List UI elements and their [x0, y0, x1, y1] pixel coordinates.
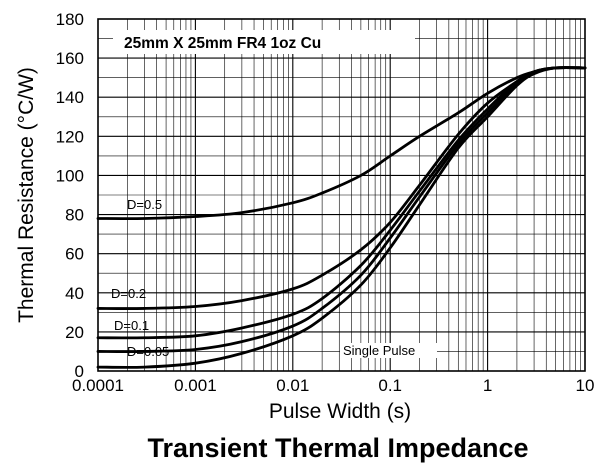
series-label-4: D=0.05 [127, 344, 169, 359]
annotation-background [113, 30, 415, 54]
y-axis-title: Thermal Resistance (°C/W) [15, 67, 38, 323]
annotation-text: 25mm X 25mm FR4 1oz Cu [124, 35, 321, 52]
y-tick-label: 20 [65, 323, 84, 342]
y-tick-label: 0 [75, 362, 84, 381]
x-tick-label: 0.001 [174, 376, 217, 395]
series-line-5 [96, 66, 587, 369]
x-tick-label: 1 [483, 376, 492, 395]
x-tick-label: 0.0001 [72, 376, 124, 395]
x-tick-label: 0.01 [276, 376, 309, 395]
y-tick-label: 40 [65, 284, 84, 303]
x-axis-ticks: 0.0001 0.001 0.01 0.1 1 10 [72, 376, 594, 395]
series-label-2: D=0.2 [111, 286, 146, 301]
minor-grid [98, 19, 585, 371]
y-tick-label: 120 [56, 127, 84, 146]
y-tick-label: 100 [56, 166, 84, 185]
y-tick-label: 160 [56, 49, 84, 68]
chart-title: Transient Thermal Impedance [147, 433, 528, 463]
y-tick-label: 140 [56, 88, 84, 107]
y-axis-ticks: 0 20 40 60 80 100 120 140 160 180 [56, 10, 84, 381]
x-tick-label: 0.1 [378, 376, 402, 395]
series-label-1: D=0.5 [127, 197, 162, 212]
x-axis-title: Pulse Width (s) [269, 400, 411, 423]
y-tick-label: 60 [65, 245, 84, 264]
y-tick-label: 180 [56, 10, 84, 29]
plot-frame [97, 18, 586, 372]
series-lines [96, 66, 587, 369]
series-label-3: D=0.1 [114, 318, 149, 333]
y-tick-label: 80 [65, 206, 84, 225]
series-label-5: Single Pulse [343, 343, 415, 358]
series-label-background [340, 343, 437, 358]
series-labels: D=0.5 D=0.2 D=0.1 D=0.05 Single Pulse [111, 197, 437, 359]
series-line-4 [96, 66, 587, 353]
x-tick-label: 10 [576, 376, 595, 395]
